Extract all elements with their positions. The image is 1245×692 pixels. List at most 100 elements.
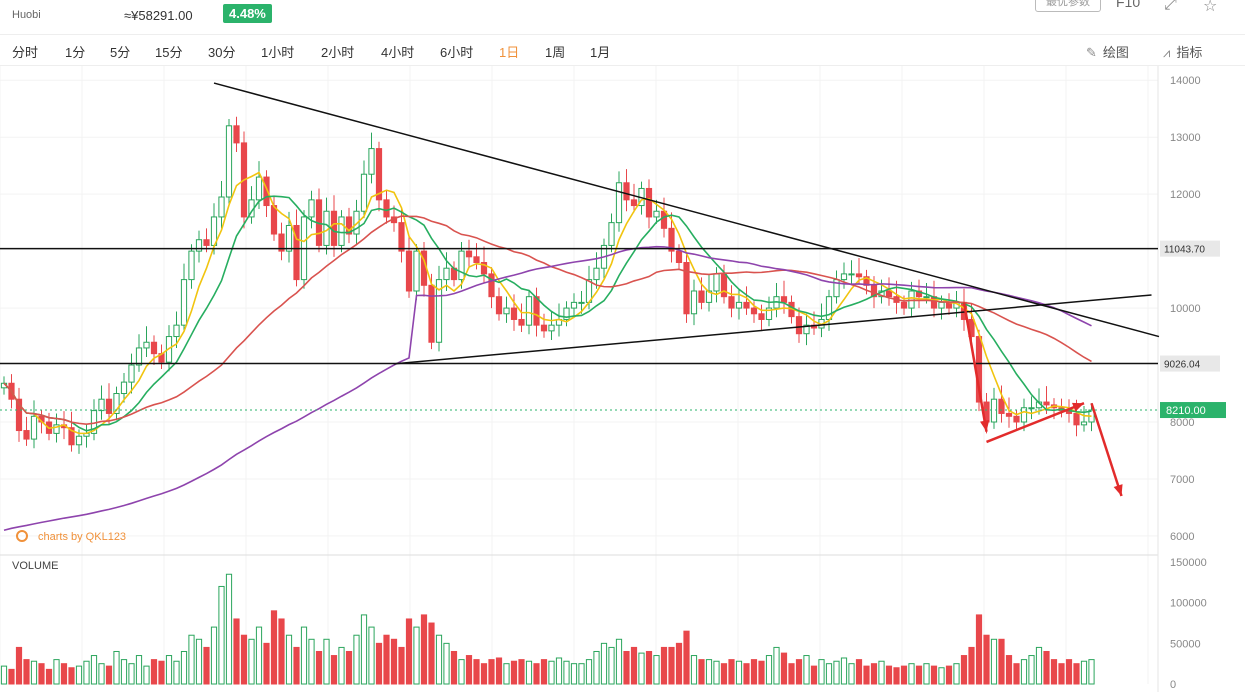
volume-bar xyxy=(998,638,1005,685)
tab-timeline[interactable]: 分时 xyxy=(12,45,39,60)
candle-body xyxy=(923,296,930,299)
tab-4h[interactable]: 4小时 xyxy=(381,45,415,60)
volume-bar xyxy=(473,659,480,685)
candle-body xyxy=(525,296,533,326)
volume-bar xyxy=(518,659,525,685)
indicator-button[interactable]: ⩘ 指标 xyxy=(1163,42,1202,61)
volume-bar xyxy=(503,663,510,685)
volume-bar xyxy=(360,614,368,685)
price-tick-label: 14000 xyxy=(1170,75,1201,87)
tab-30m[interactable]: 30分 xyxy=(208,45,236,60)
volume-bar xyxy=(930,665,938,685)
tab-1d[interactable]: 1日 xyxy=(499,45,520,60)
volume-bar xyxy=(1013,663,1020,685)
volume-bar xyxy=(428,622,435,685)
draw-tool-button[interactable]: ✎ 绘图 xyxy=(1086,42,1129,61)
candle-body xyxy=(848,273,855,276)
candle-body xyxy=(728,296,735,309)
volume-bar xyxy=(773,646,780,685)
ma5-line xyxy=(3,171,1092,435)
candle-body xyxy=(30,415,38,440)
tab-6h[interactable]: 6小时 xyxy=(440,45,474,60)
volume-bar xyxy=(548,660,555,685)
candle-body xyxy=(608,222,615,246)
volume-bar xyxy=(870,663,878,685)
volume-bar xyxy=(900,665,908,685)
candle-body xyxy=(840,273,848,281)
volume-bar xyxy=(83,660,90,685)
tab-1h[interactable]: 1小时 xyxy=(261,45,295,60)
candle-body xyxy=(540,324,548,332)
volume-bar xyxy=(525,660,533,685)
arrow-head xyxy=(980,419,990,432)
candle-body xyxy=(68,427,75,446)
candle-body xyxy=(188,250,195,281)
volume-bar xyxy=(300,626,308,685)
candle-body xyxy=(630,199,638,207)
volume-bar xyxy=(510,660,518,685)
candle-body xyxy=(98,398,105,412)
volume-bar xyxy=(105,665,113,685)
grid-lines xyxy=(0,66,1159,692)
candle-body xyxy=(180,279,188,326)
star-icon[interactable]: ☆ xyxy=(1203,0,1218,15)
candle-body xyxy=(645,187,653,218)
candle-body xyxy=(668,227,675,252)
tab-1mo[interactable]: 1月 xyxy=(590,45,611,60)
timeframe-tabs: 分时 1分 5分 15分 30分 1小时 2小时 4小时 6小时 1日 1周 1… xyxy=(0,34,1245,66)
volume-bar xyxy=(75,665,83,685)
volume-bar xyxy=(398,646,405,685)
candle-body xyxy=(915,290,923,298)
volume-bar xyxy=(420,614,428,685)
tab-2h[interactable]: 2小时 xyxy=(321,45,355,60)
candle-body xyxy=(1043,401,1050,406)
tab-1w[interactable]: 1周 xyxy=(545,45,566,60)
candle-body xyxy=(743,301,750,309)
volume-bar xyxy=(698,659,705,685)
candle-body xyxy=(998,398,1005,414)
volume-bar xyxy=(128,663,135,685)
volume-bar xyxy=(563,660,570,685)
volume-bar xyxy=(968,646,975,685)
volume-bar xyxy=(1005,655,1013,685)
volume-tick-label: 0 xyxy=(1170,679,1176,691)
volume-bar xyxy=(165,655,173,685)
candle-body xyxy=(23,430,30,440)
pencil-icon: ✎ xyxy=(1086,45,1097,60)
chart-line-icon: ⩘ xyxy=(1163,45,1171,60)
f10-button[interactable]: F10 xyxy=(1116,0,1141,10)
volume-bar xyxy=(405,618,413,685)
candle-body xyxy=(510,307,518,320)
volume-bar xyxy=(660,646,668,685)
candle-body xyxy=(653,210,660,218)
price-tick-label: 8000 xyxy=(1170,417,1194,429)
volume-bar xyxy=(0,665,8,685)
candle-body xyxy=(713,273,720,292)
descending-trendline xyxy=(213,82,1160,338)
tab-5m[interactable]: 5分 xyxy=(110,45,131,60)
candle-body xyxy=(1013,415,1020,423)
reference-tag xyxy=(1160,240,1220,257)
candle-body xyxy=(735,301,743,309)
volume-bar xyxy=(683,630,690,685)
volume-bar xyxy=(60,663,68,685)
volume-bar xyxy=(840,657,848,685)
tab-15m[interactable]: 15分 xyxy=(155,45,183,60)
candle-body xyxy=(383,199,390,218)
arrow-head xyxy=(1113,484,1123,497)
candle-body xyxy=(518,318,525,326)
volume-bar xyxy=(675,642,683,685)
volume-bar xyxy=(960,655,968,685)
fullscreen-icon[interactable]: ⤢ xyxy=(1164,0,1177,13)
candle-body xyxy=(53,424,60,434)
candle-body xyxy=(593,267,600,281)
annotation-arrow xyxy=(962,302,988,432)
candle-body xyxy=(398,222,405,252)
qkl-logo-icon xyxy=(16,530,28,542)
reference-label: 9026.04 xyxy=(1164,360,1201,371)
tab-1m[interactable]: 1分 xyxy=(65,45,86,60)
candle-body xyxy=(225,125,233,198)
param-button[interactable]: 最优参数 xyxy=(1035,0,1101,12)
candle-body xyxy=(495,296,503,315)
